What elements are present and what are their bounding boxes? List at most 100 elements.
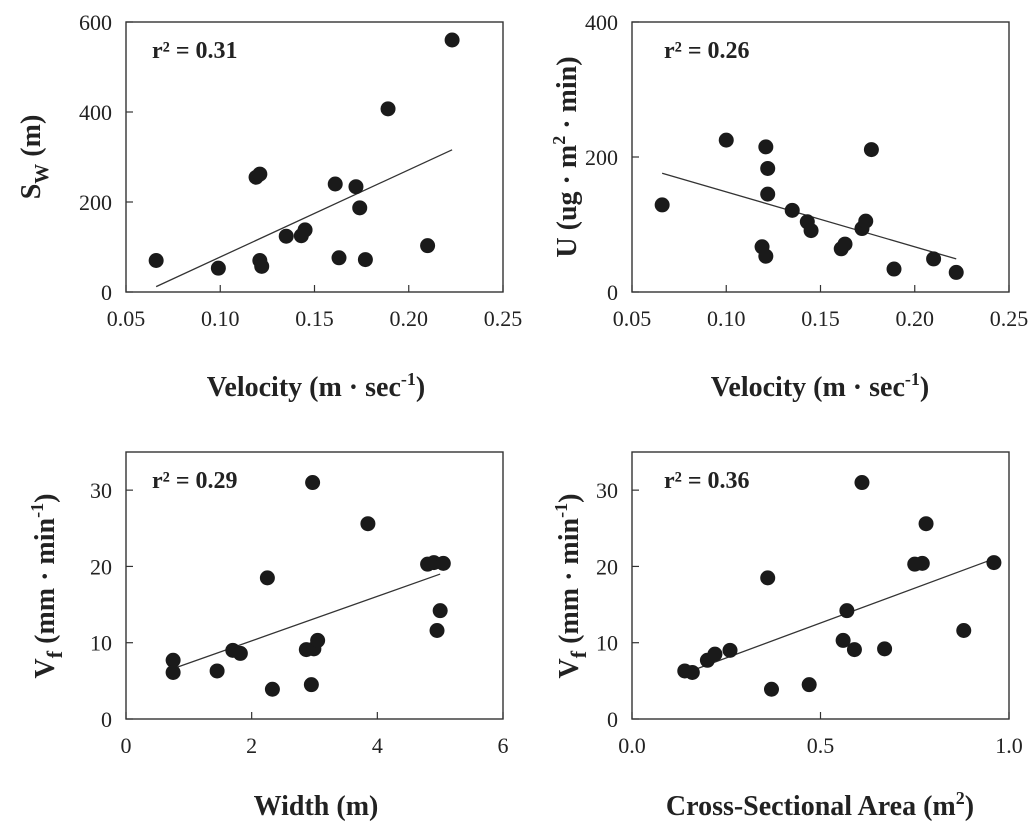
- panel3-data-point: [303, 677, 319, 693]
- panel1-ytick-label: 0: [101, 280, 112, 305]
- panel3-data-point: [165, 652, 181, 668]
- panel1-xtick-label: 0.25: [484, 306, 523, 331]
- panel4-data-point: [854, 475, 870, 491]
- panel3-xtick-label: 6: [498, 733, 509, 758]
- panel1-data-point: [420, 238, 436, 254]
- panel2-data-point: [858, 213, 874, 229]
- panel1-ytick-label: 200: [79, 190, 112, 215]
- panel1-data-point: [444, 32, 460, 48]
- panel1-xtick-label: 0.10: [201, 306, 240, 331]
- panel3-xtick-label: 0: [121, 733, 132, 758]
- panel3-data-point: [232, 645, 248, 661]
- panel2-data-point: [948, 264, 964, 280]
- panel2-xtick-label: 0.10: [707, 306, 746, 331]
- panel2-data-point: [760, 186, 776, 202]
- panel4-data-point: [763, 681, 779, 697]
- panel1-data-point: [331, 250, 347, 266]
- panel2-data-point: [926, 251, 942, 267]
- panel4-ylabel: Vf (mm · min-1): [551, 494, 591, 679]
- panel2-xtick-label: 0.20: [896, 306, 935, 331]
- panel1-ytick-label: 400: [79, 100, 112, 125]
- panel1-data-point: [357, 252, 373, 268]
- panel4-data-point: [846, 642, 862, 658]
- panel4-data-point: [986, 555, 1002, 571]
- panel2-xlabel: Velocity (m · sec-1): [711, 369, 929, 403]
- panel4-r2-annotation: r² = 0.36: [664, 468, 750, 494]
- panel1-data-point: [352, 200, 368, 216]
- panel3-ytick-label: 20: [90, 554, 112, 579]
- panel3-fit-line: [172, 573, 441, 670]
- panel4-data-point: [707, 646, 723, 662]
- panel4-data-point: [835, 632, 851, 648]
- panel3-ytick-label: 10: [90, 631, 112, 656]
- panel2-data-point: [758, 139, 774, 155]
- panel4-data-point: [684, 664, 700, 680]
- panel2-data-point: [803, 223, 819, 239]
- panel3-data-point: [435, 555, 451, 571]
- panel4-xtick-label: 0.5: [807, 733, 835, 758]
- panel4-ytick-label: 10: [596, 631, 618, 656]
- panel2-data-point: [654, 197, 670, 213]
- panel2-data-point: [718, 132, 734, 148]
- panel2-data-point: [886, 261, 902, 277]
- panel4-data-point: [801, 677, 817, 693]
- panel4-xlabel: Cross-Sectional Area (m2): [666, 788, 974, 822]
- panel1-data-point: [278, 228, 294, 244]
- panel3-data-point: [429, 623, 445, 639]
- panel2-xtick-label: 0.25: [990, 306, 1029, 331]
- panel1-data-point: [210, 260, 226, 276]
- panel3-data-point: [264, 681, 280, 697]
- panel4-ytick-label: 30: [596, 478, 618, 503]
- panel1-data-point: [297, 222, 313, 238]
- panel1-data-point: [380, 101, 396, 117]
- panel3-data-point: [432, 603, 448, 619]
- panel4-data-point: [956, 623, 972, 639]
- panel1-data-point: [148, 253, 164, 268]
- panel4-xtick-label: 0.0: [618, 733, 646, 758]
- panel3-ytick-label: 30: [90, 478, 112, 503]
- panel2-ytick-label: 200: [585, 145, 618, 170]
- panel1-ylabel: SW (m): [16, 115, 53, 200]
- panel2-xtick-label: 0.05: [613, 306, 652, 331]
- panel2-ylabel: U (ug · m2 · min): [549, 56, 583, 257]
- panel4-data-point: [722, 642, 738, 658]
- panel1-data-point: [348, 179, 364, 195]
- panel3-data-point: [165, 664, 181, 680]
- panel3-data-point: [360, 516, 376, 532]
- panel4-data-point: [914, 555, 930, 571]
- panel2-data-point: [758, 248, 774, 264]
- panel1-xtick-label: 0.20: [390, 306, 429, 331]
- panel3-data-point: [305, 475, 321, 491]
- panel1-r2-annotation: r² = 0.31: [152, 38, 238, 64]
- panel3-r2-annotation: r² = 0.29: [152, 468, 238, 494]
- panel4-xtick-label: 1.0: [995, 733, 1023, 758]
- panel2-xtick-label: 0.15: [801, 306, 840, 331]
- panel4-data-point: [877, 641, 893, 657]
- panel2-r2-annotation: r² = 0.26: [664, 38, 750, 64]
- panel3-frame: [125, 451, 504, 720]
- panel3-xtick-label: 4: [372, 733, 383, 758]
- panel2-ytick-label: 400: [585, 10, 618, 35]
- panel1-data-point: [252, 166, 268, 182]
- panel2-ytick-label: 0: [607, 280, 618, 305]
- panel1-xlabel: Velocity (m · sec-1): [207, 369, 425, 403]
- panel1-data-point: [327, 176, 343, 192]
- panel2-data-point: [837, 236, 853, 252]
- panel1-fit-line: [155, 149, 453, 288]
- panel4-ytick-label: 20: [596, 554, 618, 579]
- panel3-ylabel: Vf (mm · min-1): [27, 494, 67, 679]
- panel3-xtick-label: 2: [246, 733, 257, 758]
- panel3-xlabel: Width (m): [254, 791, 379, 822]
- panel4-data-point: [918, 516, 934, 532]
- panel1-ytick-label: 600: [79, 10, 112, 35]
- panel1-xtick-label: 0.15: [295, 306, 334, 331]
- panel2-data-point: [760, 160, 776, 176]
- panel1-data-point: [254, 258, 270, 274]
- panel2-data-point: [863, 142, 879, 158]
- panel2-data-point: [784, 202, 800, 218]
- panel3-data-point: [259, 570, 275, 586]
- panel4-data-point: [760, 570, 776, 586]
- panel3-data-point: [310, 632, 326, 648]
- panel4-data-point: [839, 603, 855, 619]
